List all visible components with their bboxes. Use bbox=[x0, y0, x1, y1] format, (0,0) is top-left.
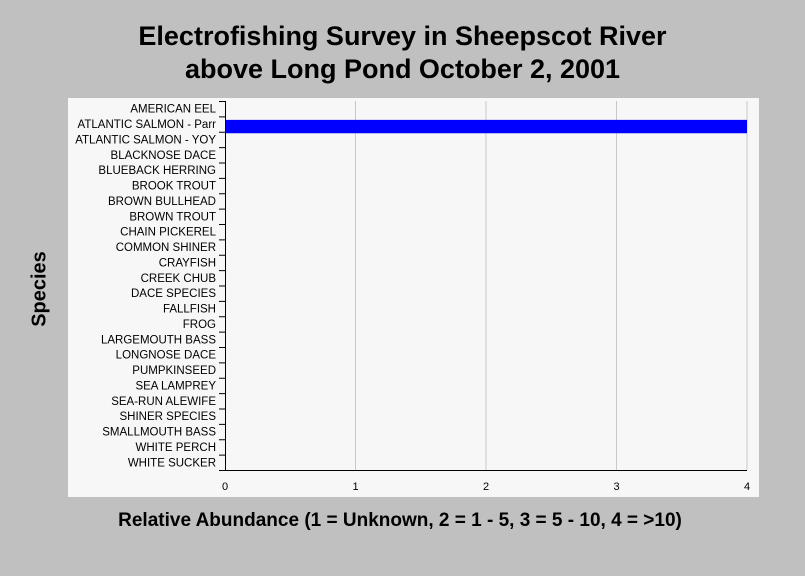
y-tick-label: CHAIN PICKEREL bbox=[120, 227, 216, 239]
y-tick-label: BLACKNOSE DACE bbox=[111, 150, 217, 162]
y-tick-label: LARGEMOUTH BASS bbox=[101, 334, 216, 346]
x-axis-label: Relative Abundance (1 = Unknown, 2 = 1 -… bbox=[118, 510, 682, 531]
y-tick-label: SHINER SPECIES bbox=[120, 411, 217, 423]
chart-title-line1: Electrofishing Survey in Sheepscot River bbox=[138, 21, 667, 51]
y-tick-label: CRAYFISH bbox=[159, 257, 216, 269]
plot-area: 0 1 2 3 4 AMERICAN EEL ATLANTIC SALMON - Parr A… bbox=[68, 98, 759, 497]
y-tick-label: FALLFISH bbox=[163, 304, 216, 316]
y-tick-label: BROWN BULLHEAD bbox=[108, 196, 216, 208]
y-tick-label: WHITE PERCH bbox=[136, 442, 217, 454]
x-tick-label: 4 bbox=[744, 481, 750, 493]
y-tick-label: BROWN TROUT bbox=[129, 211, 216, 223]
y-tick-label: ATLANTIC SALMON - YOY bbox=[75, 134, 216, 146]
y-tick-label: ATLANTIC SALMON - Parr bbox=[78, 119, 217, 131]
bar bbox=[225, 119, 747, 134]
bar-chart: 0 1 2 3 4 AMERICAN EEL ATLANTIC SALMON - Parr A… bbox=[75, 101, 750, 493]
x-tick-label: 3 bbox=[613, 481, 619, 493]
chart-title: Electrofishing Survey in Sheepscot River… bbox=[0, 20, 805, 86]
y-tick-label: BLUEBACK HERRING bbox=[98, 165, 216, 177]
x-tick-label: 1 bbox=[352, 481, 358, 493]
y-tick-label: WHITE SUCKER bbox=[128, 457, 216, 469]
y-tick-label: FROG bbox=[183, 319, 216, 331]
y-tick-label: LONGNOSE DACE bbox=[116, 350, 217, 362]
y-tick-label: PUMPKINSEED bbox=[132, 365, 216, 377]
y-tick-label: CREEK CHUB bbox=[141, 273, 217, 285]
y-tick-label: SMALLMOUTH BASS bbox=[102, 427, 216, 439]
y-tick-label: COMMON SHINER bbox=[116, 242, 216, 254]
y-tick-label: BROOK TROUT bbox=[132, 181, 216, 193]
y-tick-label: DACE SPECIES bbox=[131, 288, 216, 300]
y-tick-label: AMERICAN EEL bbox=[130, 104, 216, 116]
x-tick-label: 0 bbox=[222, 481, 228, 493]
y-tick-label: SEA-RUN ALEWIFE bbox=[111, 396, 216, 408]
y-axis-label: Species bbox=[28, 251, 51, 327]
x-tick-label: 2 bbox=[483, 481, 489, 493]
y-tick-label: SEA LAMPREY bbox=[135, 380, 216, 392]
chart-title-line2: above Long Pond October 2, 2001 bbox=[184, 54, 621, 84]
